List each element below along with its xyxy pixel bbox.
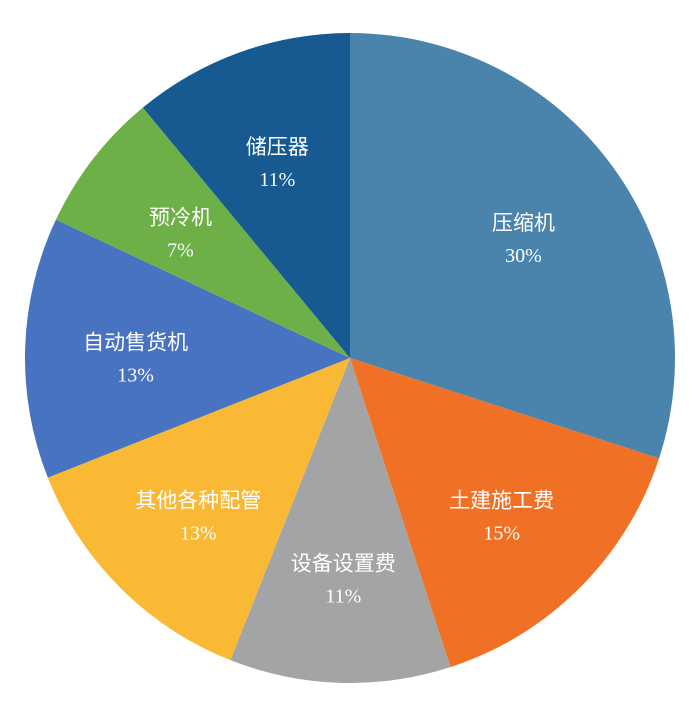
- slice-label: 设备设置费: [291, 551, 396, 575]
- slice-label: 土建施工费: [449, 489, 554, 513]
- pie-slice: [47, 358, 350, 661]
- pie-slice: [24, 219, 350, 478]
- pie-slice: [142, 33, 350, 358]
- slice-value-label: 30%: [505, 245, 542, 267]
- slice-value-label: 7%: [167, 240, 194, 262]
- pie-slice: [350, 33, 675, 459]
- slice-value-label: 11%: [325, 585, 361, 607]
- pie-slices: [24, 33, 675, 683]
- slice-label: 预冷机: [149, 206, 212, 230]
- slice-value-label: 13%: [180, 523, 217, 545]
- pie-slice: [230, 358, 451, 683]
- slice-label: 压缩机: [492, 211, 555, 235]
- slice-value-label: 15%: [483, 523, 520, 545]
- pie-labels: 压缩机 30% 土建施工费 15% 设备设置费 11% 其他各种配管 13% 自动售货机 13% 预…: [83, 135, 555, 607]
- slice-label: 储压器: [246, 135, 309, 159]
- slice-label: 其他各种配管: [135, 489, 261, 513]
- slice-value-label: 11%: [259, 169, 295, 191]
- slice-label: 自动售货机: [83, 330, 188, 354]
- pie-slice: [55, 107, 351, 358]
- pie-slice: [350, 358, 660, 668]
- slice-value-label: 13%: [117, 364, 154, 386]
